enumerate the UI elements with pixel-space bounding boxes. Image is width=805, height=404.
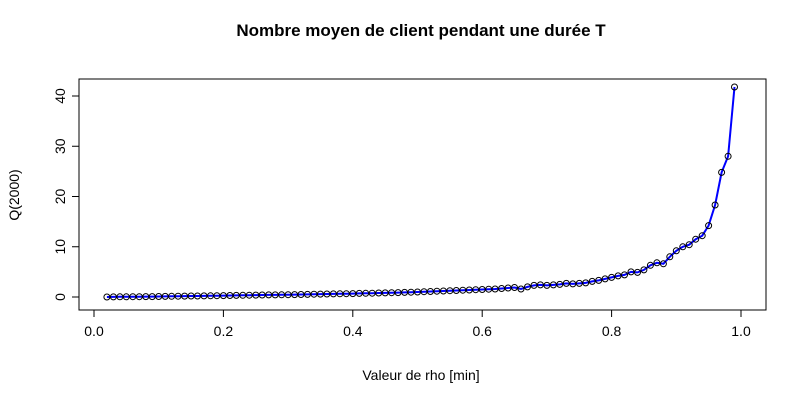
data-point (388, 289, 396, 297)
x-tick-label: 0.6 (472, 323, 492, 339)
data-point (511, 284, 518, 291)
data-point (213, 292, 221, 300)
data-point (634, 268, 641, 276)
data-point (595, 276, 603, 284)
x-tick-label: 1.0 (731, 323, 751, 339)
data-point (543, 281, 551, 289)
data-point (329, 290, 337, 298)
data-point (621, 271, 628, 279)
data-point (731, 83, 738, 91)
data-point (608, 273, 616, 281)
series-line (106, 86, 736, 298)
data-point (517, 285, 525, 293)
data-point (103, 293, 111, 301)
y-axis: 0 10 20 30 40 (52, 88, 80, 301)
data-point (394, 289, 402, 297)
data-point (653, 259, 661, 267)
data-point (536, 281, 544, 289)
data-point (685, 241, 693, 249)
data-point (362, 289, 370, 297)
data-point (297, 291, 305, 298)
y-tick-label: 40 (52, 88, 68, 104)
data-point (724, 152, 732, 160)
data-point (601, 275, 609, 283)
data-point (109, 293, 117, 301)
data-point (498, 285, 506, 292)
data-point (562, 279, 570, 287)
data-point (588, 277, 596, 285)
data-point (122, 293, 130, 301)
chart-title: Nombre moyen de client pendant une durée… (236, 21, 606, 40)
y-tick-label: 10 (52, 239, 68, 255)
data-point (323, 290, 331, 298)
data-point (200, 292, 208, 300)
data-point (569, 280, 577, 288)
data-point (426, 288, 434, 295)
x-tick-label: 0.2 (214, 323, 234, 339)
data-point (718, 168, 726, 176)
data-point (168, 292, 176, 300)
data-point (368, 289, 376, 297)
data-point (245, 291, 253, 299)
x-tick-label: 0.4 (343, 323, 363, 339)
data-point (478, 286, 486, 293)
data-point (181, 292, 189, 300)
data-point (672, 247, 680, 255)
data-point (711, 201, 719, 209)
data-point (582, 279, 590, 287)
data-point (219, 292, 227, 300)
data-point (258, 291, 266, 299)
data-point (278, 291, 286, 299)
data-point (155, 293, 163, 300)
x-axis-label: Valeur de rho [min] (362, 367, 479, 383)
series-points (103, 83, 738, 301)
y-tick-label: 0 (52, 293, 68, 301)
data-point (375, 289, 383, 297)
data-point (692, 235, 700, 243)
data-point (304, 290, 311, 298)
x-tick-label: 0.8 (602, 323, 622, 339)
data-point (174, 292, 182, 300)
y-tick-label: 20 (52, 189, 68, 205)
data-point (433, 287, 441, 295)
data-point (614, 272, 622, 280)
x-tick-label: 0.0 (84, 323, 104, 339)
data-point (407, 288, 415, 296)
data-point (491, 285, 499, 293)
data-point (666, 253, 674, 261)
data-point (316, 290, 324, 298)
y-tick-label: 30 (52, 138, 68, 154)
data-point (135, 293, 143, 301)
data-point (556, 280, 564, 288)
data-point (414, 288, 421, 296)
y-axis-label: Q(2000) (6, 169, 22, 220)
x-axis: 0.0 0.2 0.4 0.6 0.8 1.0 (84, 309, 751, 339)
data-point (349, 290, 357, 298)
data-point (148, 293, 156, 301)
data-point (646, 261, 654, 269)
data-point (342, 290, 350, 298)
data-point (659, 260, 667, 268)
data-point (459, 286, 467, 294)
data-point (524, 283, 531, 291)
data-point (640, 266, 648, 274)
data-point (705, 222, 713, 230)
data-point (472, 286, 480, 294)
data-point (679, 243, 687, 251)
data-point (284, 291, 292, 299)
data-point (627, 268, 635, 276)
data-point (194, 292, 201, 300)
data-point (232, 291, 240, 299)
plot-box (78, 78, 767, 311)
data-point (439, 287, 447, 295)
data-point (452, 287, 460, 294)
data-point (698, 232, 706, 240)
data-point (239, 291, 247, 299)
